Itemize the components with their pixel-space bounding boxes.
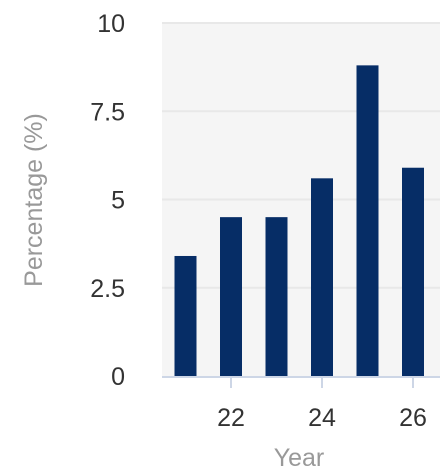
- y-tick-label: 5: [111, 187, 125, 215]
- x-tick-label: 26: [399, 404, 427, 432]
- y-tick-label: 0: [111, 363, 125, 391]
- y-tick-label: 7.5: [90, 98, 125, 126]
- bar: [220, 217, 242, 376]
- ticks: 0 2.5 5 7.5 10 22 24 26: [90, 10, 427, 432]
- bar: [402, 167, 424, 376]
- bar: [174, 255, 197, 376]
- y-tick-label: 10: [97, 10, 125, 38]
- y-tick-label: 2.5: [90, 275, 125, 303]
- bars: [174, 65, 424, 377]
- y-axis-title: Percentage (%): [20, 113, 48, 287]
- x-tick-label: 24: [308, 404, 336, 432]
- bar: [311, 178, 333, 376]
- grid-lines: [162, 22, 440, 289]
- bar: [265, 217, 288, 376]
- bar: [356, 65, 379, 377]
- x-axis-title: Year: [274, 444, 325, 471]
- x-tick-label: 22: [217, 404, 245, 432]
